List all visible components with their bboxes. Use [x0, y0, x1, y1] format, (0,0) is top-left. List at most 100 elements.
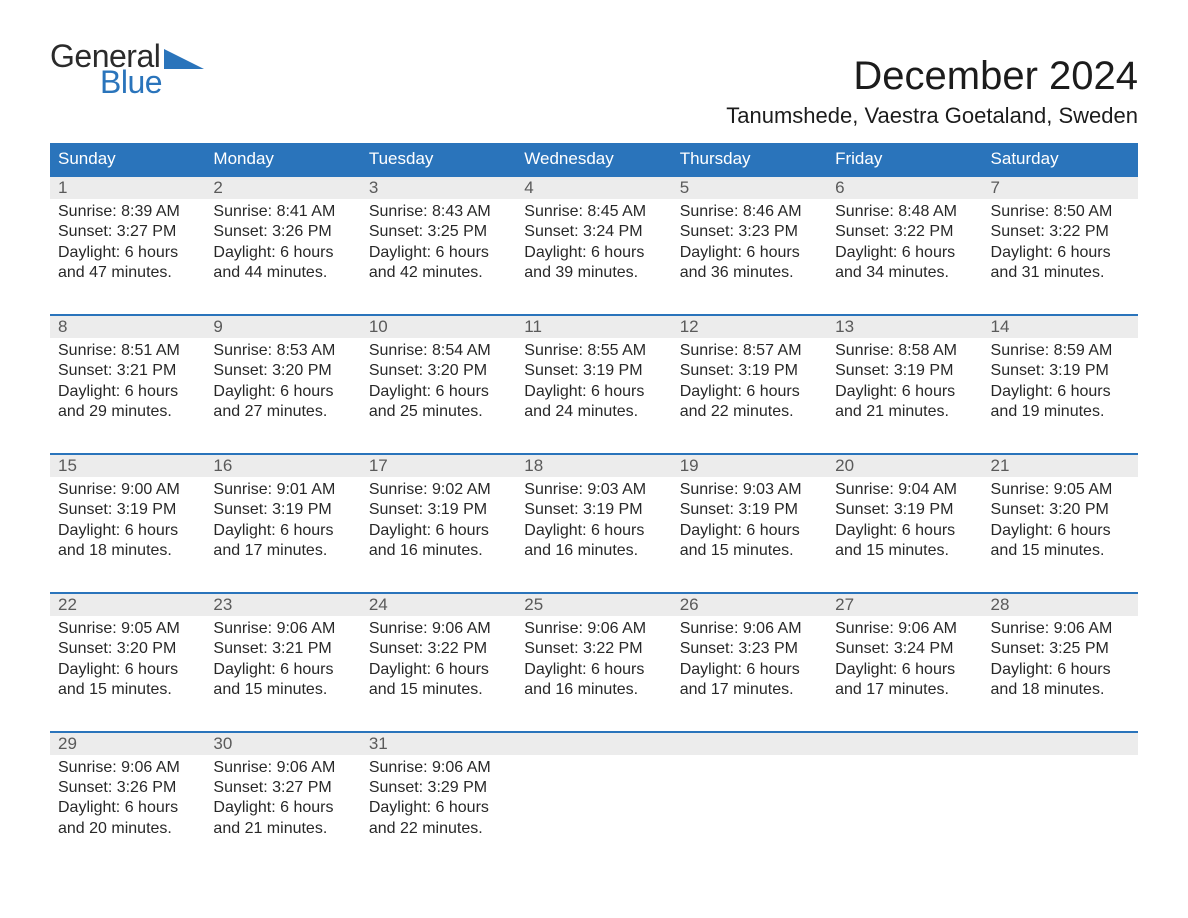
daylight-line-2: and 25 minutes. [369, 402, 508, 422]
daylight-line-1: Daylight: 6 hours [58, 382, 197, 402]
day-cell: Sunrise: 9:06 AMSunset: 3:24 PMDaylight:… [827, 616, 982, 707]
day-body [991, 755, 1130, 764]
daylight-line-2: and 15 minutes. [213, 680, 352, 700]
day-body: Sunrise: 9:06 AMSunset: 3:22 PMDaylight:… [369, 616, 508, 707]
day-body: Sunrise: 9:06 AMSunset: 3:25 PMDaylight:… [991, 616, 1130, 707]
sunrise-line: Sunrise: 8:55 AM [524, 341, 663, 361]
day-body: Sunrise: 8:48 AMSunset: 3:22 PMDaylight:… [835, 199, 974, 290]
day-number: 13 [835, 316, 974, 338]
daylight-line-2: and 21 minutes. [213, 819, 352, 839]
day-number-cell: 30 [205, 733, 360, 755]
sunset-line: Sunset: 3:20 PM [991, 500, 1130, 520]
day-number: 9 [213, 316, 352, 338]
sunrise-line: Sunrise: 9:06 AM [835, 619, 974, 639]
daylight-line-2: and 16 minutes. [524, 541, 663, 561]
week-block: 15161718192021Sunrise: 9:00 AMSunset: 3:… [50, 453, 1138, 568]
day-cell: Sunrise: 8:39 AMSunset: 3:27 PMDaylight:… [50, 199, 205, 290]
day-body: Sunrise: 8:39 AMSunset: 3:27 PMDaylight:… [58, 199, 197, 290]
header-row: General Blue December 2024 [50, 40, 1138, 99]
daylight-line-2: and 22 minutes. [369, 819, 508, 839]
day-number-cell: 26 [672, 594, 827, 616]
week-block: 1234567Sunrise: 8:39 AMSunset: 3:27 PMDa… [50, 175, 1138, 290]
day-number-cell: 8 [50, 316, 205, 338]
sunset-line: Sunset: 3:20 PM [213, 361, 352, 381]
day-cell: Sunrise: 8:53 AMSunset: 3:20 PMDaylight:… [205, 338, 360, 429]
week-block: 22232425262728Sunrise: 9:05 AMSunset: 3:… [50, 592, 1138, 707]
day-number [991, 733, 1130, 735]
sunrise-line: Sunrise: 8:48 AM [835, 202, 974, 222]
day-body: Sunrise: 8:54 AMSunset: 3:20 PMDaylight:… [369, 338, 508, 429]
sunset-line: Sunset: 3:24 PM [524, 222, 663, 242]
day-body: Sunrise: 9:00 AMSunset: 3:19 PMDaylight:… [58, 477, 197, 568]
day-cell: Sunrise: 9:03 AMSunset: 3:19 PMDaylight:… [672, 477, 827, 568]
day-body-row: Sunrise: 9:00 AMSunset: 3:19 PMDaylight:… [50, 477, 1138, 568]
logo: General Blue [50, 40, 204, 98]
sunset-line: Sunset: 3:19 PM [524, 361, 663, 381]
day-number-cell [516, 733, 671, 755]
day-body: Sunrise: 8:50 AMSunset: 3:22 PMDaylight:… [991, 199, 1130, 290]
sunrise-line: Sunrise: 9:06 AM [213, 758, 352, 778]
day-cell: Sunrise: 9:06 AMSunset: 3:25 PMDaylight:… [983, 616, 1138, 707]
daylight-line-2: and 31 minutes. [991, 263, 1130, 283]
day-body [680, 755, 819, 764]
sunrise-line: Sunrise: 9:06 AM [991, 619, 1130, 639]
day-body: Sunrise: 8:46 AMSunset: 3:23 PMDaylight:… [680, 199, 819, 290]
daylight-line-1: Daylight: 6 hours [680, 521, 819, 541]
day-cell [672, 755, 827, 846]
day-cell: Sunrise: 8:48 AMSunset: 3:22 PMDaylight:… [827, 199, 982, 290]
day-number-cell: 21 [983, 455, 1138, 477]
day-number [835, 733, 974, 735]
day-body: Sunrise: 9:06 AMSunset: 3:29 PMDaylight:… [369, 755, 508, 846]
day-number: 17 [369, 455, 508, 477]
daylight-line-1: Daylight: 6 hours [369, 382, 508, 402]
day-cell: Sunrise: 9:06 AMSunset: 3:29 PMDaylight:… [361, 755, 516, 846]
daylight-line-2: and 15 minutes. [835, 541, 974, 561]
daylight-line-1: Daylight: 6 hours [835, 382, 974, 402]
day-body: Sunrise: 9:03 AMSunset: 3:19 PMDaylight:… [680, 477, 819, 568]
sunrise-line: Sunrise: 8:50 AM [991, 202, 1130, 222]
day-number-row: 1234567 [50, 177, 1138, 199]
day-number-cell: 10 [361, 316, 516, 338]
sunrise-line: Sunrise: 9:01 AM [213, 480, 352, 500]
sunset-line: Sunset: 3:20 PM [369, 361, 508, 381]
day-body: Sunrise: 9:03 AMSunset: 3:19 PMDaylight:… [524, 477, 663, 568]
daylight-line-2: and 15 minutes. [369, 680, 508, 700]
daylight-line-2: and 20 minutes. [58, 819, 197, 839]
column-header: Monday [205, 143, 360, 175]
sunrise-line: Sunrise: 8:58 AM [835, 341, 974, 361]
day-number: 4 [524, 177, 663, 199]
daylight-line-1: Daylight: 6 hours [58, 660, 197, 680]
calendar-page: General Blue December 2024 Tanumshede, V… [0, 0, 1188, 895]
sunset-line: Sunset: 3:22 PM [991, 222, 1130, 242]
daylight-line-2: and 18 minutes. [991, 680, 1130, 700]
day-cell: Sunrise: 9:04 AMSunset: 3:19 PMDaylight:… [827, 477, 982, 568]
day-body-row: Sunrise: 9:05 AMSunset: 3:20 PMDaylight:… [50, 616, 1138, 707]
week-block: 891011121314Sunrise: 8:51 AMSunset: 3:21… [50, 314, 1138, 429]
day-number: 30 [213, 733, 352, 755]
day-cell: Sunrise: 8:50 AMSunset: 3:22 PMDaylight:… [983, 199, 1138, 290]
sunrise-line: Sunrise: 9:03 AM [524, 480, 663, 500]
sunset-line: Sunset: 3:22 PM [369, 639, 508, 659]
day-body: Sunrise: 9:01 AMSunset: 3:19 PMDaylight:… [213, 477, 352, 568]
daylight-line-2: and 18 minutes. [58, 541, 197, 561]
day-number: 27 [835, 594, 974, 616]
sunrise-line: Sunrise: 8:46 AM [680, 202, 819, 222]
day-cell: Sunrise: 9:06 AMSunset: 3:23 PMDaylight:… [672, 616, 827, 707]
day-number-cell: 13 [827, 316, 982, 338]
daylight-line-2: and 27 minutes. [213, 402, 352, 422]
day-body: Sunrise: 9:05 AMSunset: 3:20 PMDaylight:… [58, 616, 197, 707]
day-number-cell: 12 [672, 316, 827, 338]
day-number: 11 [524, 316, 663, 338]
sunset-line: Sunset: 3:26 PM [58, 778, 197, 798]
day-number-cell: 6 [827, 177, 982, 199]
day-number-row: 15161718192021 [50, 455, 1138, 477]
day-body: Sunrise: 9:05 AMSunset: 3:20 PMDaylight:… [991, 477, 1130, 568]
day-number-cell: 20 [827, 455, 982, 477]
day-body-row: Sunrise: 8:39 AMSunset: 3:27 PMDaylight:… [50, 199, 1138, 290]
day-number: 12 [680, 316, 819, 338]
daylight-line-1: Daylight: 6 hours [369, 521, 508, 541]
day-body: Sunrise: 9:04 AMSunset: 3:19 PMDaylight:… [835, 477, 974, 568]
day-cell: Sunrise: 9:06 AMSunset: 3:22 PMDaylight:… [516, 616, 671, 707]
sunset-line: Sunset: 3:23 PM [680, 639, 819, 659]
day-cell: Sunrise: 8:45 AMSunset: 3:24 PMDaylight:… [516, 199, 671, 290]
